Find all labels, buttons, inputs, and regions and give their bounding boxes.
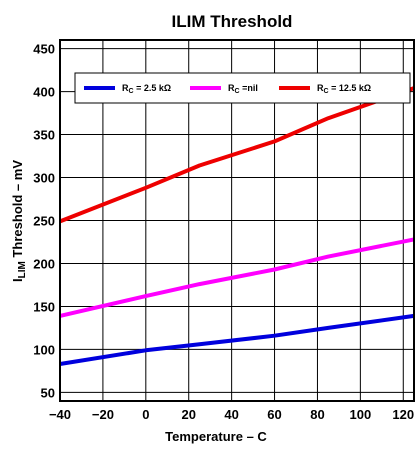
legend-label-sub: C: [235, 88, 240, 95]
legend: RC = 2.5 kΩ RC =nil RC = 12.5 kΩ: [84, 83, 371, 95]
y-axis-label-sub: LIM: [17, 261, 28, 278]
y-tick-label: 200: [33, 256, 55, 271]
y-tick-label: 100: [33, 342, 55, 357]
x-tick-labels: −40 −20 0 20 40 60 80 100 120: [49, 407, 414, 422]
legend-label-main: R: [317, 83, 324, 93]
x-tick-label: 40: [224, 407, 238, 422]
series-line-2: [59, 237, 415, 318]
legend-label-3: RC = 12.5 kΩ: [317, 83, 371, 95]
series-line-3: [59, 86, 415, 224]
legend-label-rest: =nil: [240, 83, 258, 93]
legend-label-sub: C: [324, 88, 329, 95]
y-tick-label: 400: [33, 85, 55, 100]
x-tick-label: 20: [181, 407, 195, 422]
x-axis-label: Temperature – C: [165, 429, 267, 444]
legend-label-rest: = 12.5 kΩ: [329, 83, 372, 93]
series-lines: [59, 86, 415, 366]
legend-label-1: RC = 2.5 kΩ: [122, 83, 171, 95]
y-tick-label: 50: [41, 385, 55, 400]
x-tick-label: 60: [267, 407, 281, 422]
series-line-1: [59, 313, 415, 366]
legend-label-main: R: [228, 83, 235, 93]
chart-title: ILIM Threshold: [172, 12, 293, 31]
legend-label-rest: = 2.5 kΩ: [134, 83, 172, 93]
plot-frame: [59, 39, 415, 402]
legend-label-2: RC =nil: [228, 83, 258, 95]
y-tick-label: 150: [33, 299, 55, 314]
y-tick-label: 450: [33, 42, 55, 57]
x-tick-label: −20: [92, 407, 114, 422]
y-tick-label: 300: [33, 171, 55, 186]
y-tick-label: 350: [33, 128, 55, 143]
y-tick-label: 250: [33, 214, 55, 229]
y-tick-labels: 50 100 150 200 250 300 350 400 450: [33, 42, 55, 401]
y-axis-label-rest: Threshold – mV: [10, 160, 25, 261]
x-tick-label: 120: [392, 407, 414, 422]
y-axis-label-main: I: [10, 278, 25, 282]
x-tick-label: 0: [142, 407, 149, 422]
y-axis-label: ILIM Threshold – mV: [10, 160, 28, 282]
x-tick-label: −40: [49, 407, 71, 422]
legend-box: [74, 72, 411, 104]
x-tick-label: 100: [350, 407, 372, 422]
legend-label-main: R: [122, 83, 129, 93]
legend-label-sub: C: [129, 88, 134, 95]
x-tick-label: 80: [310, 407, 324, 422]
